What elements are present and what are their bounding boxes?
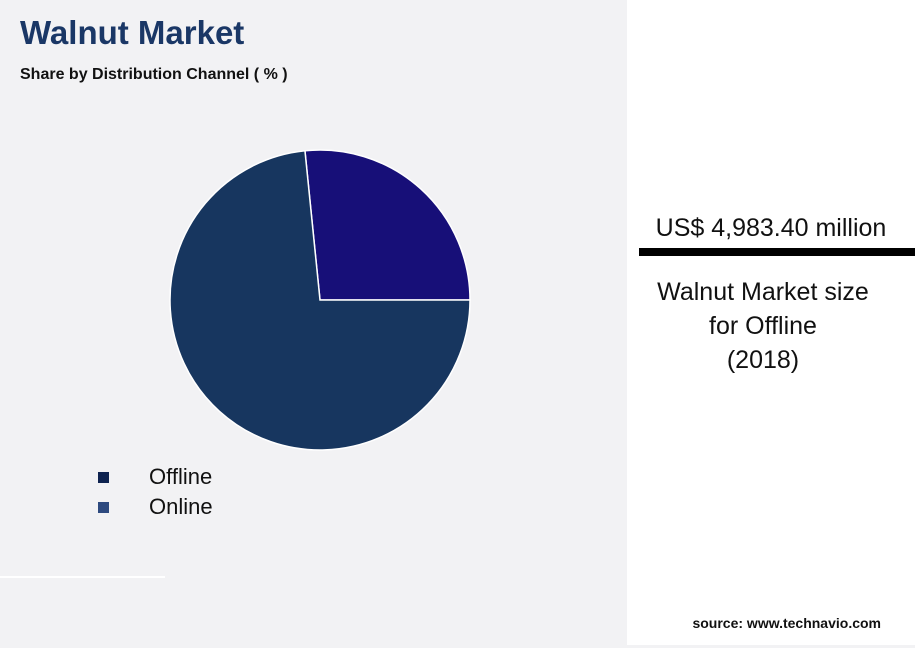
legend-swatch (98, 501, 109, 513)
desc-line: (2018) (726, 346, 800, 374)
pie-slice-offline (169, 149, 471, 451)
divider-bar (639, 248, 915, 256)
info-panel: US$ 4,983.40 million Walnut Market size … (627, 0, 915, 645)
pie-slice-online (304, 149, 471, 301)
desc-line: Walnut Market size (657, 278, 869, 306)
divider (0, 576, 165, 578)
desc-line: for Offline (709, 312, 817, 340)
source-text: source: www.technavio.com (692, 615, 881, 631)
legend-swatch (98, 471, 109, 483)
legend-item-offline: Offline (98, 462, 213, 492)
market-description: Walnut Market size for Offline (2018) (627, 275, 899, 377)
legend-item-online: Online (98, 492, 213, 522)
legend-label: Offline (149, 464, 213, 489)
legend-label: Online (149, 494, 213, 519)
chart-title: Walnut Market (20, 14, 245, 51)
pie-chart (169, 149, 471, 451)
legend: Offline Online (98, 462, 213, 522)
market-value: US$ 4,983.40 million (655, 214, 887, 242)
chart-subtitle: Share by Distribution Channel ( % ) (20, 66, 288, 83)
